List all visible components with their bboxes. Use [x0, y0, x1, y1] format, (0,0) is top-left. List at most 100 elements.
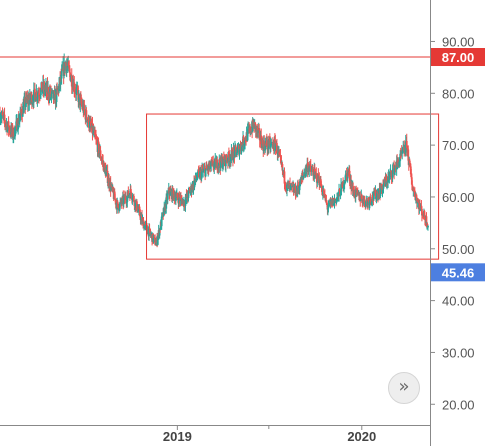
candle-body	[93, 130, 95, 134]
candle-body	[356, 190, 359, 193]
scroll-to-realtime-button[interactable]: »	[388, 372, 420, 404]
candle-body	[415, 196, 418, 198]
candle-body	[310, 170, 313, 172]
candle-body	[181, 200, 184, 205]
candle-body	[177, 195, 180, 204]
price-tick-label: 90.00	[442, 34, 475, 49]
candle-body	[344, 181, 347, 184]
candle-body	[118, 209, 121, 211]
candle-body	[47, 88, 50, 97]
candle-body	[68, 65, 71, 69]
candle-body	[102, 160, 104, 164]
candle-body	[4, 120, 6, 124]
candle-body	[224, 155, 227, 167]
candle-body	[363, 202, 366, 204]
candle-body	[85, 110, 88, 119]
candle-body	[168, 187, 171, 194]
candle-body	[339, 191, 341, 196]
candle-body	[138, 208, 141, 210]
candle-body	[191, 189, 193, 193]
candle-body	[196, 176, 199, 179]
candle-body	[98, 143, 100, 155]
candle-body	[422, 214, 424, 216]
candle-body	[308, 164, 311, 168]
candle-body	[39, 95, 42, 97]
candle-body	[217, 165, 220, 170]
candle-body	[418, 203, 421, 209]
candle-body	[70, 75, 73, 87]
candle-body	[32, 89, 35, 103]
candle-body	[414, 196, 417, 200]
candle-body	[107, 181, 110, 184]
candle-body	[204, 169, 207, 177]
candle-body	[222, 156, 225, 160]
candle-body	[325, 200, 328, 203]
candle-body	[20, 112, 23, 116]
candle-body	[202, 169, 205, 172]
candle-body	[342, 181, 344, 189]
candle-body	[114, 199, 117, 205]
candle-body	[131, 199, 134, 201]
candle-body	[391, 169, 394, 178]
candle-body	[340, 184, 342, 196]
candle-body	[381, 185, 384, 193]
candle-body	[286, 182, 289, 185]
candle-body	[236, 152, 238, 155]
candle-body	[69, 78, 72, 81]
candle-body	[280, 157, 282, 162]
candle-body	[104, 164, 106, 168]
candle-body	[94, 134, 97, 138]
candle-body	[284, 185, 287, 189]
candle-body	[50, 93, 53, 96]
candle-body	[339, 195, 342, 197]
candle-body	[161, 215, 164, 217]
candle-body	[237, 146, 239, 149]
candle-body	[295, 190, 298, 196]
candle-body	[231, 150, 234, 160]
candle-body	[338, 189, 340, 197]
candle-body	[380, 183, 383, 189]
candle-body	[158, 228, 161, 236]
candle-body	[269, 139, 272, 148]
candle-body	[388, 174, 391, 178]
candle-body	[99, 150, 102, 158]
candle-body	[116, 201, 119, 204]
candle-body	[140, 216, 142, 220]
candle-body	[386, 181, 388, 185]
candle-body	[261, 140, 264, 149]
candle-body	[413, 190, 416, 192]
candle-body	[244, 137, 246, 144]
candle-body	[103, 164, 106, 172]
candle-body	[338, 189, 341, 192]
candle-body	[342, 187, 345, 189]
candle-body	[184, 199, 187, 206]
candle-body	[227, 152, 230, 157]
candle-body	[383, 180, 386, 183]
candle-body	[176, 192, 179, 198]
candle-body	[61, 68, 64, 72]
candle-body	[370, 202, 373, 204]
candle-body	[67, 62, 70, 66]
candle-body	[413, 191, 416, 197]
candle-body	[121, 198, 124, 204]
candle-body	[118, 203, 121, 210]
candle-body	[149, 228, 151, 233]
candle-body	[88, 127, 91, 129]
candle-body	[183, 201, 186, 206]
candle-body	[306, 163, 309, 172]
candle-body	[209, 166, 212, 169]
candle-body	[152, 233, 155, 242]
candle-body	[319, 179, 322, 186]
candle-body	[258, 129, 261, 131]
candle-body	[66, 65, 69, 67]
candle-body	[375, 189, 377, 200]
candle-body	[210, 161, 213, 167]
candle-body	[105, 171, 108, 176]
candle-body	[405, 140, 408, 151]
candle-body	[90, 121, 92, 126]
candle-body	[202, 171, 205, 173]
candle-body	[179, 197, 182, 202]
candle-body	[56, 88, 58, 90]
candle-body	[4, 123, 7, 126]
candle-body	[392, 168, 395, 170]
